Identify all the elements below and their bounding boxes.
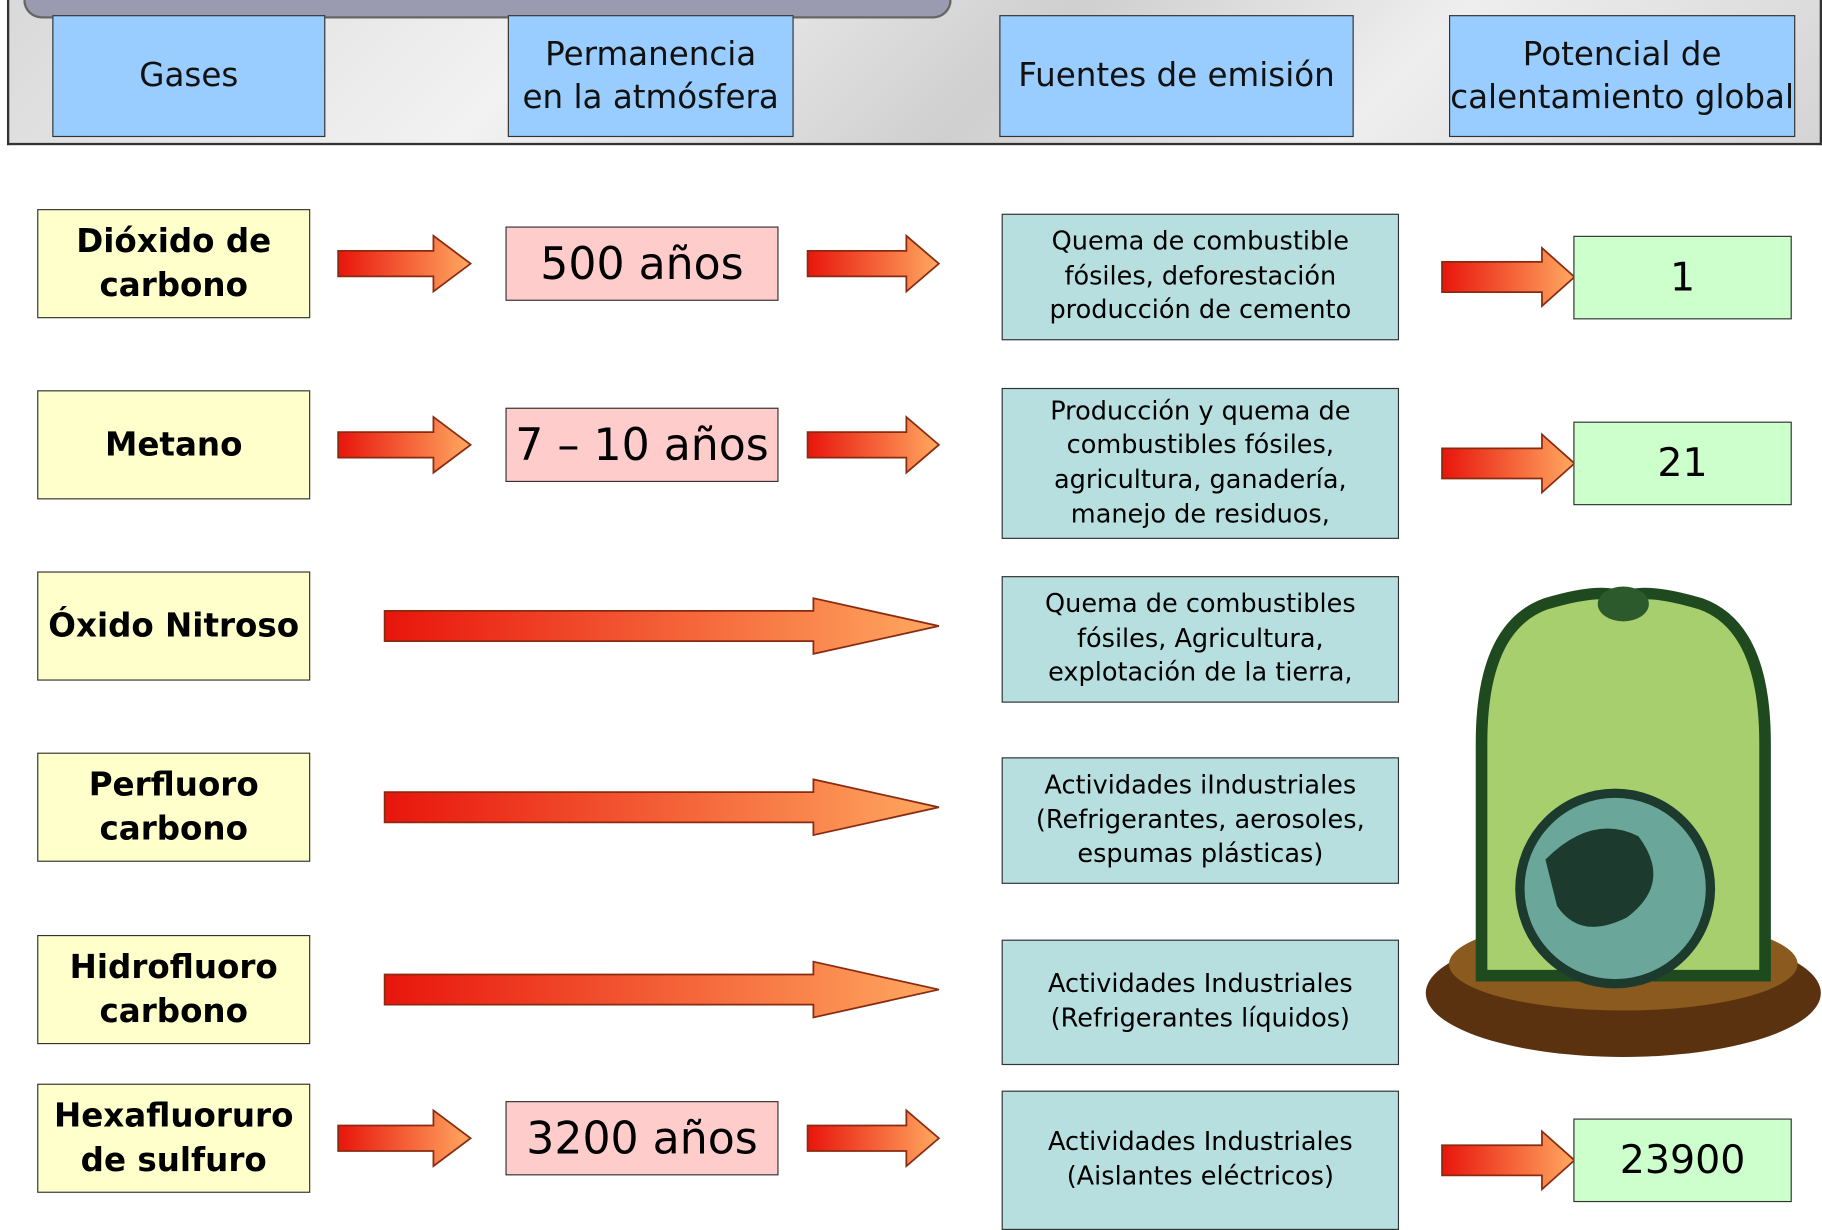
warming-potential: 21 bbox=[1573, 421, 1792, 506]
gas-name: Óxido Nitroso bbox=[37, 571, 311, 681]
arrow bbox=[1441, 432, 1576, 495]
gas-name: Hexafluoruro de sulfuro bbox=[37, 1083, 311, 1193]
emission-sources: Actividades Industriales (Aislantes eléc… bbox=[1001, 1090, 1400, 1230]
bell-jar bbox=[1425, 586, 1821, 1057]
gas-name: Dióxido de carbono bbox=[37, 209, 311, 319]
warming-potential: 23900 bbox=[1573, 1118, 1792, 1203]
column-header: Potencial de calentamiento global bbox=[1449, 15, 1796, 138]
arrow bbox=[337, 415, 473, 475]
emission-sources: Quema de combustible fósiles, deforestac… bbox=[1001, 213, 1400, 341]
arrow bbox=[806, 415, 941, 475]
permanence: 500 años bbox=[505, 226, 779, 301]
arrow bbox=[1441, 1129, 1576, 1192]
emission-sources: Producción y quema de combustibles fósil… bbox=[1001, 387, 1400, 539]
arrow bbox=[806, 1108, 941, 1169]
column-header: Gases bbox=[52, 15, 326, 138]
arrow bbox=[383, 597, 940, 655]
column-header: Permanencia en la atmósfera bbox=[507, 15, 794, 138]
arrow bbox=[806, 233, 941, 294]
gas-name: Metano bbox=[37, 390, 311, 500]
arrow bbox=[337, 234, 473, 294]
gas-name: Hidrofluoro carbono bbox=[37, 934, 311, 1045]
warming-potential: 1 bbox=[1573, 235, 1792, 319]
arrow bbox=[383, 778, 940, 837]
arrow bbox=[337, 1108, 473, 1168]
column-header: Fuentes de emisión bbox=[999, 15, 1354, 138]
emission-sources: Actividades Industriales (Refrigerantes … bbox=[1001, 939, 1400, 1066]
arrow bbox=[1441, 246, 1576, 308]
arrow bbox=[383, 960, 940, 1019]
gas-name: Perfluoro carbono bbox=[37, 752, 311, 862]
permanence: 7 – 10 años bbox=[505, 407, 779, 483]
permanence: 3200 años bbox=[505, 1101, 779, 1176]
emission-sources: Actividades iIndustriales (Refrigerantes… bbox=[1001, 757, 1400, 884]
emission-sources: Quema de combustibles fósiles, Agricultu… bbox=[1001, 576, 1400, 703]
